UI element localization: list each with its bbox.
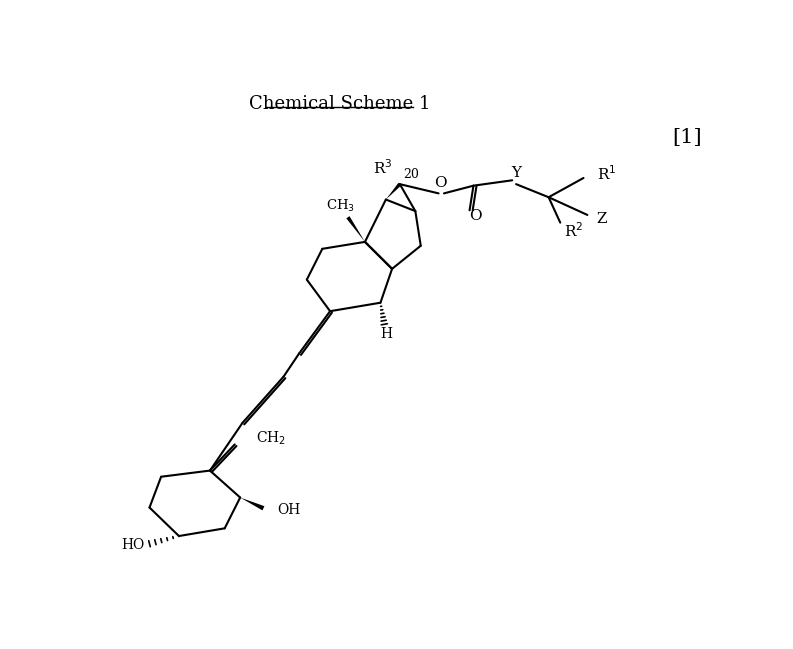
Text: [1]: [1]	[672, 129, 701, 147]
Text: H: H	[381, 326, 393, 341]
Text: R$^3$: R$^3$	[373, 158, 393, 177]
Text: CH$_3$: CH$_3$	[326, 198, 354, 214]
Polygon shape	[240, 498, 264, 510]
Polygon shape	[386, 183, 401, 199]
Text: Chemical Scheme 1: Chemical Scheme 1	[249, 95, 430, 113]
Text: Y: Y	[511, 165, 521, 180]
Text: CH$_2$: CH$_2$	[256, 430, 286, 447]
Text: Z: Z	[596, 212, 607, 226]
Text: O: O	[469, 210, 481, 223]
Text: OH: OH	[278, 503, 301, 517]
Text: O: O	[434, 177, 446, 190]
Text: R$^1$: R$^1$	[597, 165, 617, 184]
Text: HO: HO	[121, 538, 144, 552]
Text: R$^2$: R$^2$	[564, 221, 584, 239]
Text: 20: 20	[403, 168, 419, 182]
Polygon shape	[347, 216, 365, 242]
